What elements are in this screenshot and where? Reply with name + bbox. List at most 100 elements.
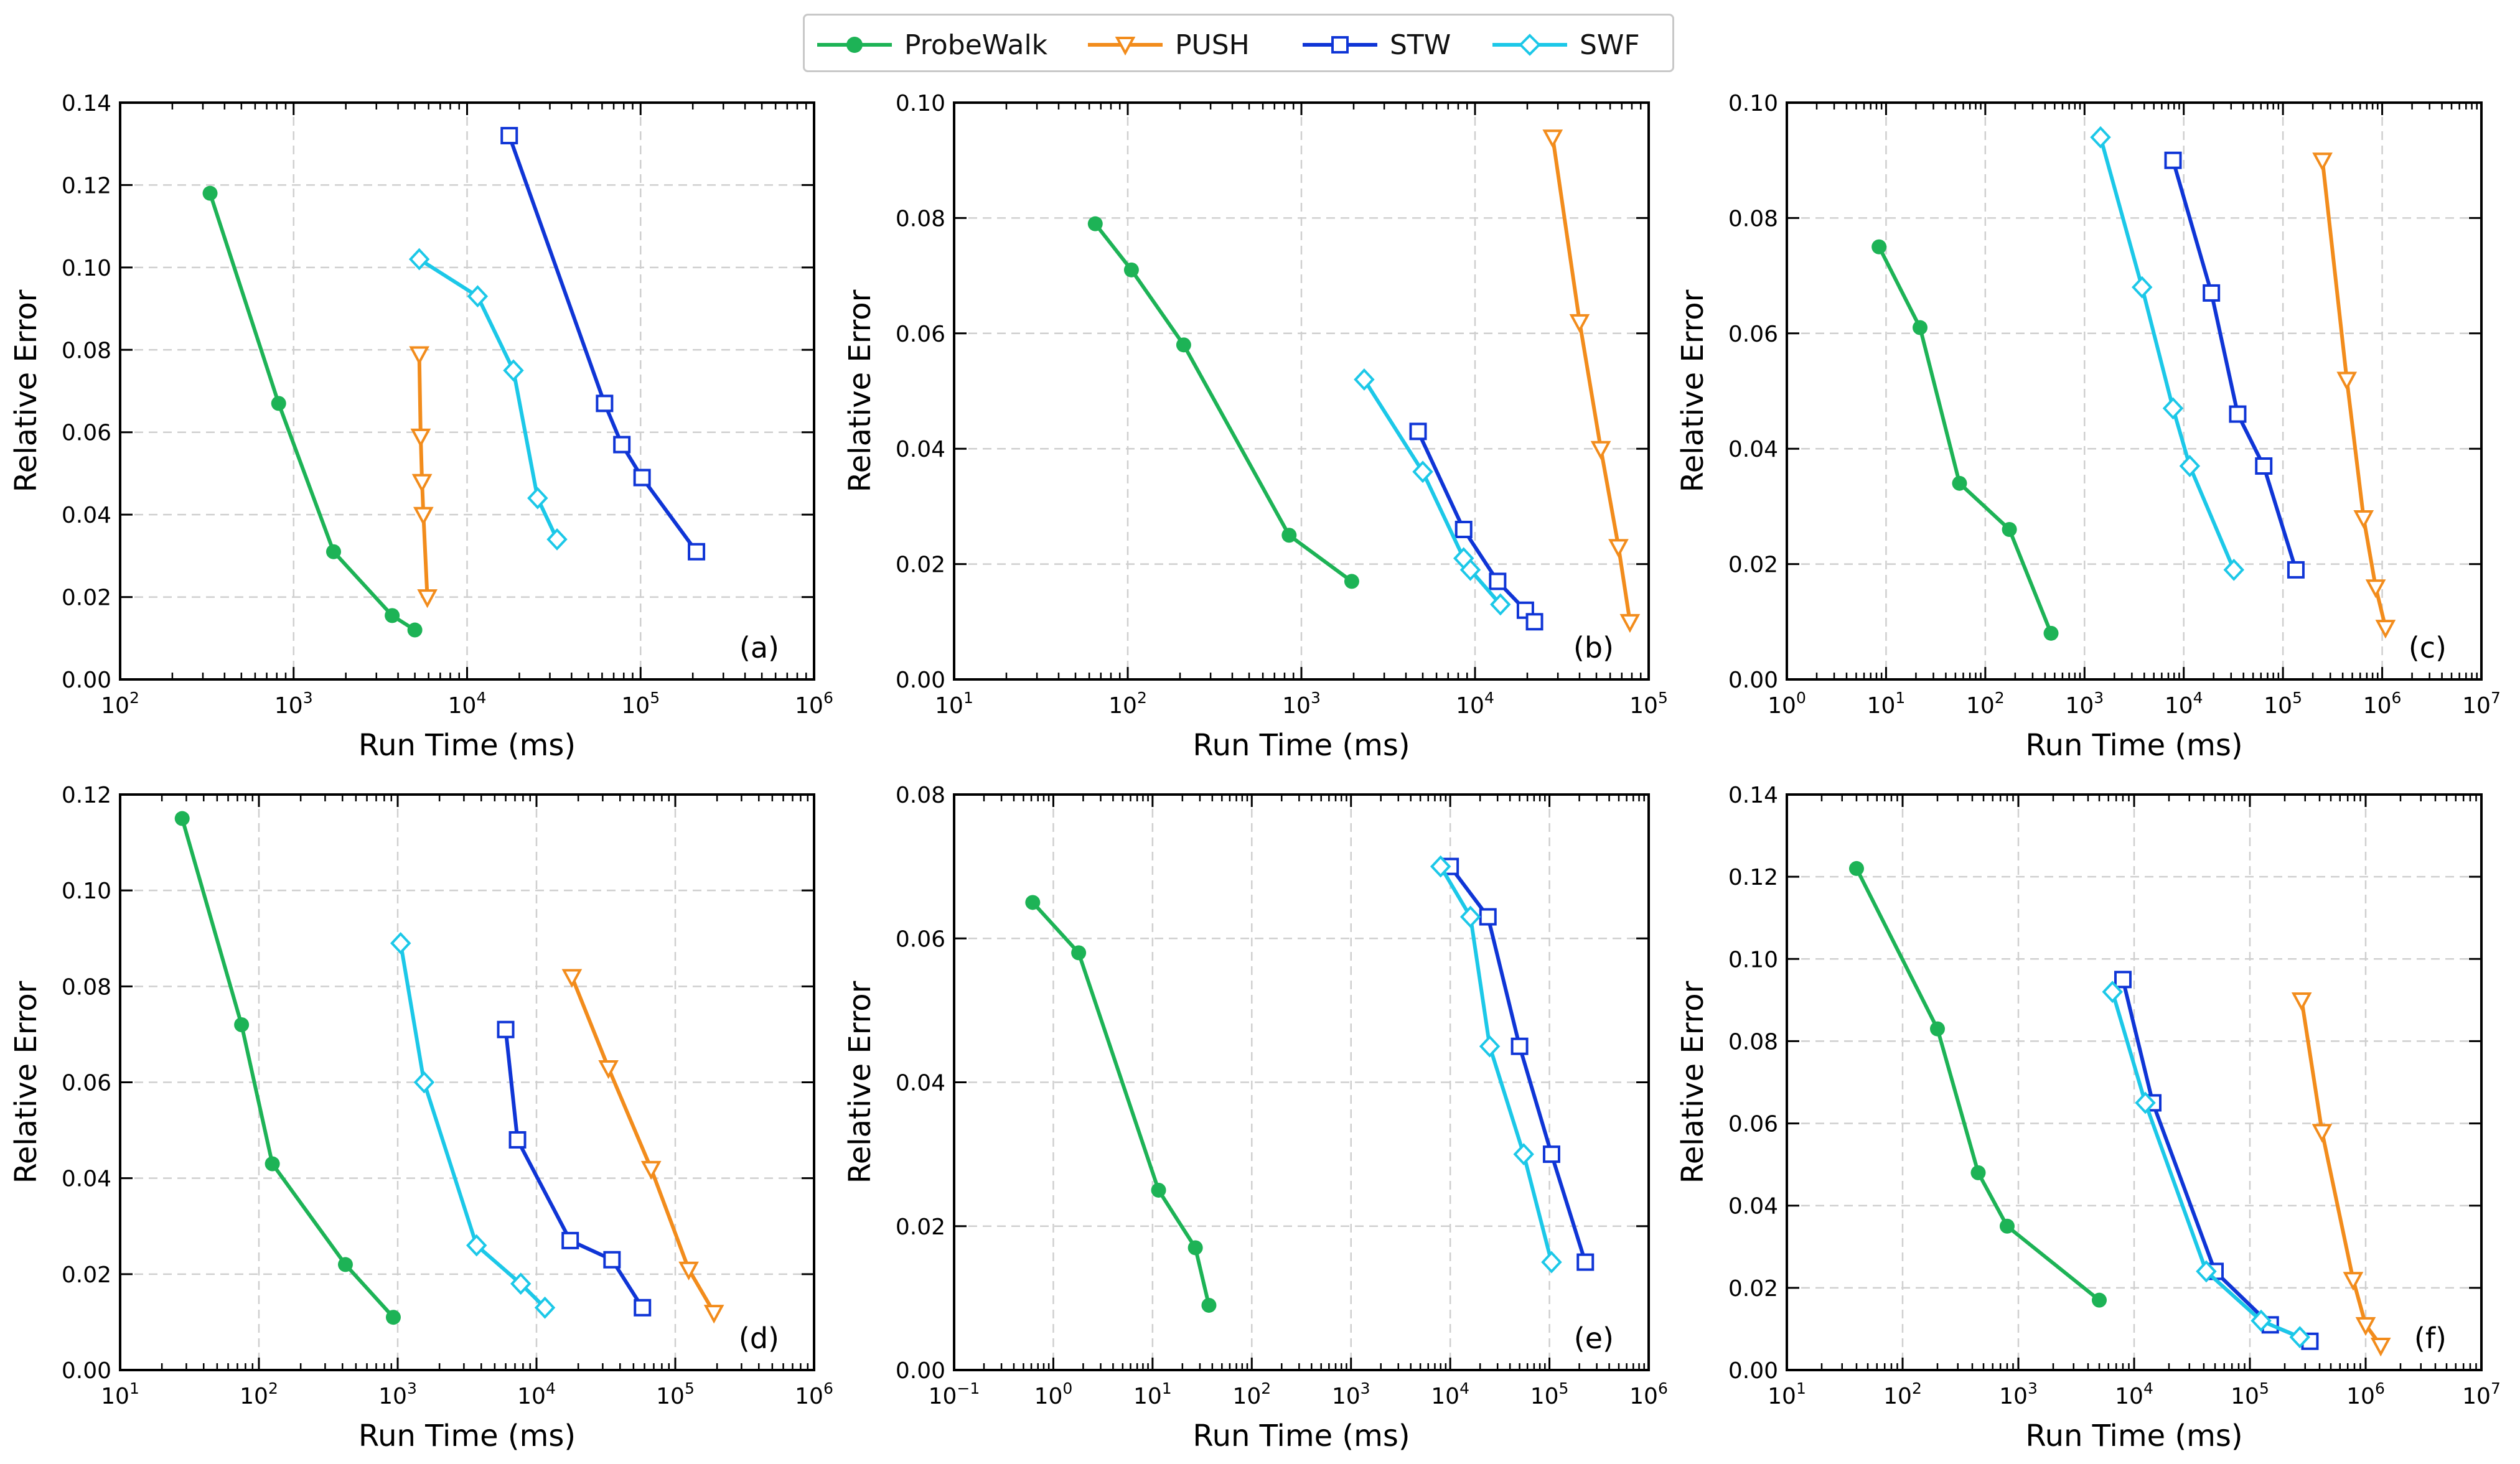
data-point	[202, 185, 218, 201]
data-point	[1848, 860, 1864, 876]
plot-frame	[1786, 101, 2483, 681]
panel-label: (f)	[2414, 1322, 2447, 1355]
series-swf	[1430, 855, 1562, 1274]
data-point	[2287, 561, 2305, 579]
data-point	[546, 528, 568, 551]
y-tick-label: 0.14	[62, 91, 111, 116]
data-point	[2312, 152, 2333, 172]
data-point	[1929, 1021, 1945, 1037]
data-point	[2370, 1337, 2391, 1357]
data-point	[503, 359, 524, 382]
x-tick-label: 103	[1332, 1379, 1370, 1409]
probewalk-line-marker-icon	[817, 37, 892, 53]
series-line	[1094, 222, 1353, 583]
y-tick-label: 0.02	[896, 1215, 945, 1240]
series-stw	[2114, 971, 2319, 1350]
data-point	[1176, 337, 1191, 353]
data-point	[407, 622, 423, 638]
data-point	[1201, 1297, 1217, 1313]
series-stw	[1441, 857, 1595, 1271]
data-point	[1542, 129, 1563, 149]
legend-item-probewalk: ProbeWalk	[817, 16, 1047, 74]
series-push	[2312, 152, 2396, 639]
data-point	[510, 1272, 532, 1295]
chart-panel-a: 102 103 104 105 106 0.00 0.02 0.04 0.06 0.08 0.10 0…	[9, 91, 833, 763]
x-tick-label: 105	[1629, 689, 1668, 719]
y-tick-label: 0.06	[896, 926, 945, 952]
y-tick-label: 0.12	[62, 173, 111, 198]
data-point	[417, 589, 438, 608]
series-line	[2121, 979, 2311, 1343]
series-probewalk	[1087, 216, 1359, 589]
data-point	[413, 506, 434, 526]
legend-label: ProbeWalk	[904, 29, 1048, 61]
y-tick-label: 0.04	[1728, 437, 1778, 462]
x-axis-label: Run Time (ms)	[358, 1419, 576, 1453]
data-point	[2090, 126, 2111, 149]
data-point	[174, 811, 190, 826]
data-point	[1608, 539, 1629, 558]
y-tick-label: 0.08	[62, 974, 111, 1000]
data-point	[1952, 475, 1967, 491]
data-point	[2312, 1124, 2333, 1143]
y-tick-label: 0.10	[62, 879, 111, 904]
data-point	[1479, 908, 1497, 926]
x-tick-label: 103	[378, 1379, 417, 1409]
chart-panel-c: 100 101 102 103 104 105 106 107 0.00 0.02 0.04 0.06…	[1675, 91, 2501, 763]
legend-label: PUSH	[1175, 29, 1250, 61]
x-tick-label: 106	[2363, 689, 2402, 719]
data-point	[2002, 521, 2017, 537]
x-tick-label: 100	[1034, 1379, 1073, 1409]
data-point	[265, 1156, 280, 1172]
x-tick-label: 104	[517, 1379, 556, 1409]
data-point	[326, 544, 341, 559]
data-point	[1281, 528, 1297, 543]
series-line	[180, 818, 395, 1319]
data-point	[390, 932, 411, 954]
data-point	[1454, 520, 1473, 538]
panel-label: (d)	[739, 1322, 779, 1355]
x-tick-label: 106	[795, 1379, 833, 1409]
x-tick-label: 105	[2264, 689, 2302, 719]
data-point	[2355, 1317, 2376, 1336]
series-stw	[497, 1020, 652, 1317]
data-point	[640, 1160, 662, 1180]
data-point	[2229, 405, 2247, 423]
legend: ProbeWalk PUSH STW SWF	[803, 14, 1674, 72]
chart-panel-b: 101 102 103 104 105 0.00 0.02 0.04 0.06 0.08 0.10 R…	[843, 91, 1668, 763]
x-axis-label: Run Time (ms)	[358, 728, 576, 763]
y-tick-label: 0.08	[896, 206, 945, 231]
x-tick-label: 104	[1431, 1379, 1469, 1409]
series-push	[409, 346, 438, 608]
y-tick-label: 0.10	[1728, 91, 1778, 116]
series-line	[2171, 159, 2298, 571]
x-axis-label: Run Time (ms)	[1192, 1419, 1410, 1453]
data-point	[467, 285, 489, 308]
y-tick-label: 0.06	[1728, 1112, 1778, 1137]
y-tick-label: 0.10	[896, 91, 945, 116]
series-line	[208, 192, 416, 632]
data-point	[1409, 422, 1427, 441]
series-line	[1362, 378, 1502, 606]
series-probewalk	[1025, 895, 1217, 1313]
x-tick-label: 102	[1883, 1379, 1922, 1409]
x-tick-label: 104	[2115, 1379, 2153, 1409]
data-point	[1970, 1165, 1986, 1180]
data-point	[703, 1305, 724, 1324]
data-point	[1513, 1143, 1534, 1166]
data-point	[2336, 371, 2358, 391]
y-tick-label: 0.06	[62, 421, 111, 446]
data-point	[408, 248, 430, 271]
plot-frame	[119, 793, 815, 1371]
y-tick-label: 0.06	[1728, 322, 1778, 347]
x-tick-label: 103	[1999, 1379, 2038, 1409]
data-point	[2353, 510, 2374, 529]
y-tick-label: 0.00	[1728, 668, 1778, 693]
y-axis-label: Relative Error	[9, 981, 44, 1183]
series-swf	[2102, 981, 2310, 1349]
data-point	[2203, 284, 2221, 302]
series-stw	[1409, 422, 1543, 631]
data-point	[1151, 1182, 1166, 1198]
data-point	[1576, 1253, 1595, 1271]
